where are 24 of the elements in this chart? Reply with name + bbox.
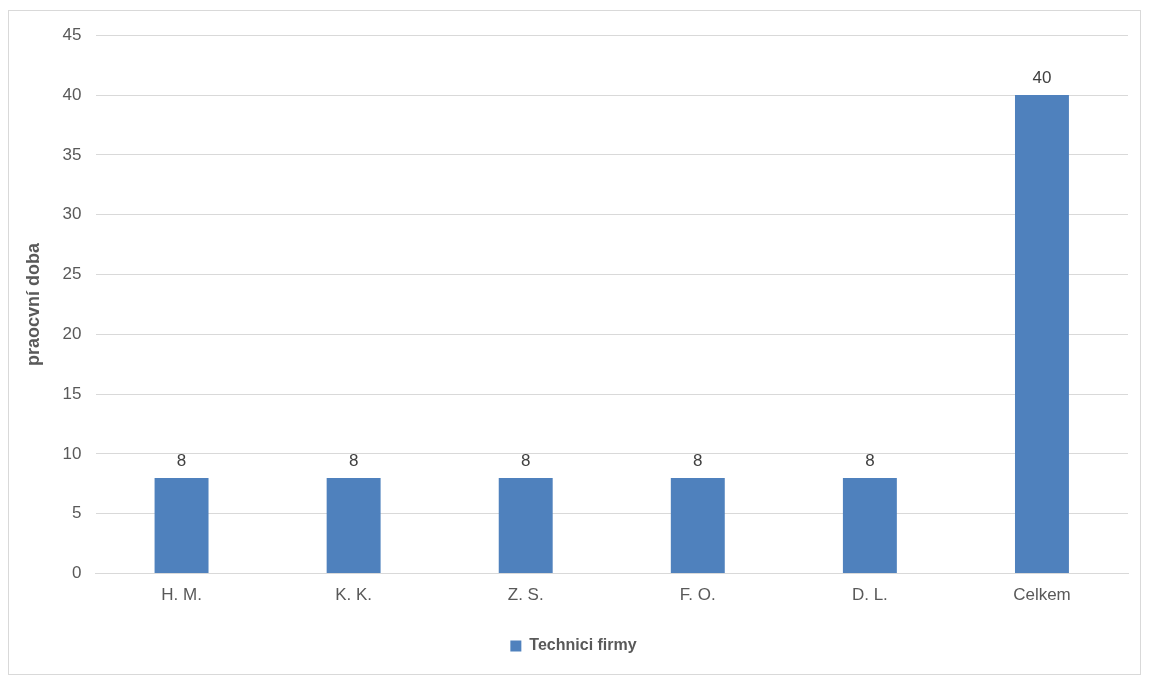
y-tick-label: 10 [62, 443, 82, 463]
x-tick-label: D. L. [851, 585, 888, 605]
data-label: 8 [865, 451, 875, 471]
y-tick-label: 0 [72, 563, 82, 583]
y-tick-label: 40 [62, 84, 82, 104]
y-tick-label: 30 [62, 204, 82, 224]
data-label: 8 [693, 451, 703, 471]
y-tick-label: 15 [62, 383, 82, 403]
x-tick-label: H. M. [161, 585, 202, 605]
x-tick-label: K. K. [335, 585, 373, 605]
data-label: 8 [176, 451, 187, 471]
y-tick-label: 5 [72, 503, 82, 523]
data-label: 8 [520, 451, 531, 471]
y-axis-title: praocvní doba [22, 241, 43, 366]
y-tick-label: 25 [62, 264, 82, 284]
x-tick-label: F. O. [679, 585, 716, 605]
x-tick-label: Celkem [1013, 585, 1071, 605]
y-tick-label: 20 [62, 324, 82, 343]
y-tick-label: 35 [62, 144, 82, 164]
data-label: 40 [1032, 68, 1052, 88]
legend-label: Technici firmy [529, 636, 637, 654]
x-tick-label: Z. S. [507, 585, 544, 605]
data-label: 8 [348, 451, 359, 471]
y-tick-label: 45 [62, 24, 82, 44]
